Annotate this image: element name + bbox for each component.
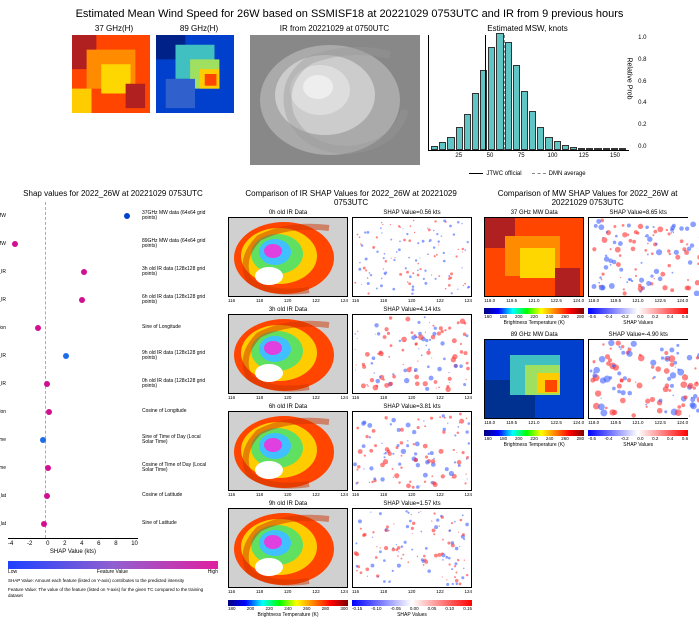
ir-panel: IR from 20221029 at 0750UTC: [250, 24, 420, 177]
ir-pair: 6h old IR Data116118120122124SHAP Value=…: [228, 404, 474, 497]
shap-xlabel: SHAP Value (kts): [8, 549, 138, 555]
shap-row: sin_lon: [8, 314, 138, 342]
ghz-89-image: [156, 35, 234, 113]
ir-shap-label: SHAP Values: [352, 612, 472, 618]
ghz-37-label: 37 GHz(H): [95, 24, 133, 33]
shap-row: cos_lat: [8, 482, 138, 510]
shap-footnote1: SHAP Value: Amount each feature (listed …: [8, 578, 218, 584]
cb-low: Low: [8, 569, 17, 575]
shap-footnote2: Feature Value: The value of the feature …: [8, 587, 218, 599]
ghz-89-label: 89 GHz(H): [180, 24, 218, 33]
page-title: Estimated Mean Wind Speed for 26W based …: [8, 8, 691, 20]
mw-compare-title: Comparison of MW SHAP Values for 2022_26…: [484, 189, 691, 207]
shap-row: cos_lon: [8, 398, 138, 426]
ir-compare-panel: Comparison of IR SHAP Values for 2022_26…: [228, 189, 474, 618]
msw-histogram: 1.00.80.60.40.20.0 Relative Prob: [428, 35, 629, 151]
cb-label: Feature Value: [97, 569, 128, 575]
ir-bt-label: Brightness Temperature (K): [228, 612, 348, 618]
shap-title: Shap values for 2022_26W at 20221029 075…: [8, 189, 218, 198]
shap-xticks: -4-20246810: [8, 541, 138, 547]
msw-legend: JTWC official DMN average: [428, 171, 628, 177]
msw-xticks: 255075100125150: [428, 153, 628, 163]
mw-pair: 89 GHz MW Data118.0119.5121.0122.5124.0S…: [484, 332, 691, 425]
ir-compare-title: Comparison of IR SHAP Values for 2022_26…: [228, 189, 474, 207]
ir-pair: 0h old IR Data116118120122124SHAP Value=…: [228, 210, 474, 303]
ir-grayscale-image: [250, 35, 420, 165]
shap-row: cos_local_time: [8, 454, 138, 482]
msw-panel: Estimated MSW, knots 1.00.80.60.40.20.0 …: [428, 24, 628, 177]
shap-row: sin_lat: [8, 510, 138, 538]
msw-title: Estimated MSW, knots: [428, 24, 628, 33]
shap-right-labels: 37GHz MW data (64x64 grid points)89GHz M…: [138, 202, 218, 538]
top-row: 37 GHz(H) 89 GHz(H) IR: [8, 24, 691, 177]
ir-title: IR from 20221029 at 0750UTC: [250, 24, 420, 33]
shap-plot: 37GHz_MW89GHz_MW3h_old_IR6h_old_IRsin_lo…: [8, 202, 138, 538]
cb-high: High: [208, 569, 218, 575]
ir-pair: 3h old IR Data116118120122124SHAP Value=…: [228, 307, 474, 400]
ghz-37-image: [72, 35, 150, 113]
ghz-panel: 37 GHz(H) 89 GHz(H): [72, 24, 242, 177]
shap-row: 89GHz_MW: [8, 230, 138, 258]
bottom-row: Shap values for 2022_26W at 20221029 075…: [8, 189, 691, 618]
shap-row: 0h_old_IR: [8, 370, 138, 398]
shap-row: sin_local_time: [8, 426, 138, 454]
shap-row: 3h_old_IR: [8, 258, 138, 286]
ir-pair: 9h old IR Data116118120122124SHAP Value=…: [228, 501, 474, 594]
shap-row: 9h_old_IR: [8, 342, 138, 370]
shap-panel: Shap values for 2022_26W at 20221029 075…: [8, 189, 218, 618]
shap-row: 6h_old_IR: [8, 286, 138, 314]
shap-row: 37GHz_MW: [8, 202, 138, 230]
mw-pair: 37 GHz MW Data118.0119.5121.0122.5124.0S…: [484, 210, 691, 303]
shap-colorbar: [8, 561, 218, 569]
mw-compare-panel: Comparison of MW SHAP Values for 2022_26…: [484, 189, 691, 618]
